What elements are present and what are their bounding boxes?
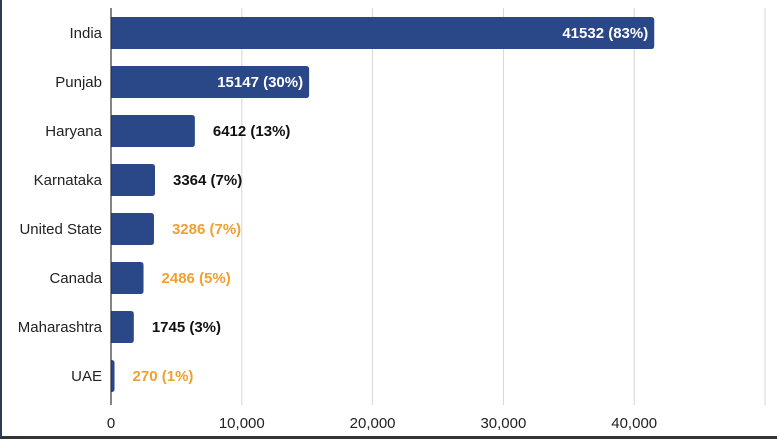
- category-label: Karnataka: [34, 172, 103, 189]
- category-label: Punjab: [55, 74, 102, 91]
- category-label: UAE: [71, 368, 102, 385]
- bar: [110, 66, 310, 98]
- bar: [111, 164, 156, 196]
- x-tick-label: 0: [107, 415, 115, 432]
- category-label: Canada: [49, 270, 102, 287]
- data-label: 1745 (3%): [152, 319, 221, 336]
- bar: [111, 115, 195, 147]
- data-label: 270 (1%): [133, 368, 194, 385]
- data-label: 41532 (83%): [562, 25, 648, 42]
- x-tick-label: 30,000: [480, 415, 526, 432]
- category-label: United State: [19, 221, 102, 238]
- bar: [111, 17, 655, 49]
- x-tick-label: 20,000: [350, 415, 396, 432]
- bar: [111, 311, 134, 343]
- data-label: 15147 (30%): [217, 74, 303, 91]
- category-label: Maharashtra: [18, 319, 103, 336]
- category-label: India: [69, 25, 102, 42]
- data-label: 6412 (13%): [213, 123, 291, 140]
- data-label: 2486 (5%): [162, 270, 231, 287]
- data-label: 3364 (7%): [173, 172, 242, 189]
- category-label: Haryana: [45, 123, 102, 140]
- bar: [111, 213, 154, 245]
- bar: [111, 262, 144, 294]
- x-tick-label: 40,000: [611, 415, 657, 432]
- bar: [111, 360, 115, 392]
- data-label: 3286 (7%): [172, 221, 241, 238]
- x-tick-label: 10,000: [219, 415, 265, 432]
